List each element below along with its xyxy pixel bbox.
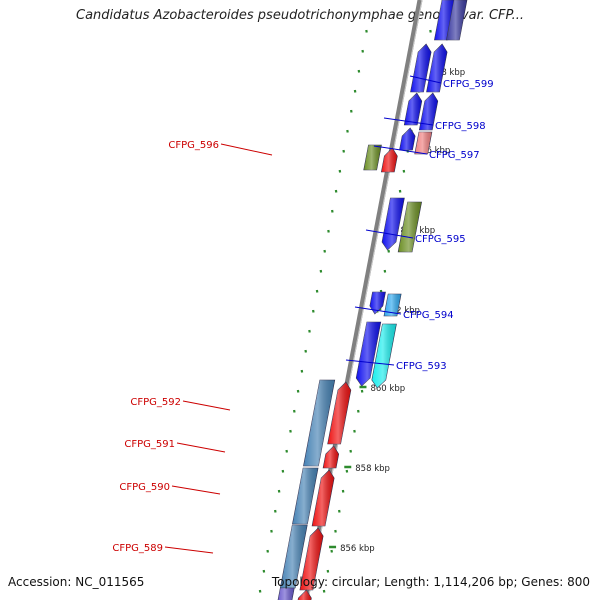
gene-bar-cfpg-596b — [380, 147, 398, 173]
scale-label: 858 kbp — [355, 464, 390, 474]
gene-sheen — [327, 382, 351, 444]
gene-sheen — [303, 380, 335, 466]
gene-sheen — [446, 0, 467, 40]
gene-bar-cfpg-593b — [371, 323, 397, 389]
map-title: Candidatus Azobacteroides pseudotrichony… — [76, 8, 524, 23]
gene-bar-cfpg-590a — [292, 467, 319, 525]
gene-sheen — [363, 145, 382, 170]
gene-sheen — [398, 202, 422, 252]
gene-sheen — [383, 294, 402, 316]
gene-bar-cfpg-595a — [381, 197, 405, 251]
gene-sheen — [381, 148, 398, 172]
gene-sheen — [414, 132, 432, 154]
gene-sheen — [312, 470, 335, 526]
gene-label-leader — [345, 359, 395, 366]
gene-bar-cfpg-595b — [397, 201, 422, 253]
scale-label: 864 kbp — [400, 226, 435, 236]
gene-label: CFPG_594 — [403, 310, 454, 321]
gene-bar-cfpg-596a — [363, 144, 382, 171]
accession-text: Accession: NC_011565 — [8, 575, 145, 589]
gene-bar-bottom-b — [297, 589, 312, 600]
gene-sheen — [277, 588, 295, 600]
gene-label: CFPG_597 — [429, 150, 480, 161]
gene-sheen — [382, 198, 405, 250]
gene-label-leader — [220, 143, 273, 156]
gene-bar-cfpg-592a — [303, 379, 336, 467]
gene-bar-cfpg-589a — [279, 524, 308, 589]
gene-label: CFPG_591 — [124, 439, 175, 450]
gene-label: CFPG_592 — [130, 397, 181, 408]
gene-bar-cfpg-589b — [299, 527, 324, 591]
gene-bar-cfpg-591 — [322, 445, 340, 469]
gene-bar-cfpg-597a — [399, 127, 416, 151]
gene-label: CFPG_590 — [119, 482, 170, 493]
gene-bar-bottom-a — [277, 587, 295, 600]
scale-label: 856 kbp — [340, 544, 375, 554]
gene-label-leader — [409, 75, 442, 84]
gene-label-leader — [383, 117, 434, 126]
gene-sheen — [434, 0, 455, 40]
gene-bar-cfpg-593a — [355, 321, 382, 387]
gene-bar-cfpg-597b — [414, 131, 433, 155]
gene-sheen — [298, 590, 312, 600]
scale-label: 860 kbp — [370, 384, 405, 394]
gene-label-leader — [182, 400, 231, 411]
gene-label: CFPG_596 — [168, 140, 219, 151]
gene-bar-cfpg-590b — [311, 469, 335, 527]
gene-label-leader — [164, 546, 214, 554]
gene-label-leader — [373, 145, 428, 155]
gene-bar-cfpg-598a — [403, 92, 423, 126]
gene-label-leader — [176, 442, 226, 453]
gene-sheen — [410, 44, 432, 92]
scale-label: 866 kbp — [416, 146, 451, 156]
gene-bar-top-b — [446, 0, 468, 41]
gene-bar-cfpg-592b — [327, 381, 352, 445]
gene-label-leader — [365, 229, 414, 239]
gene-bar-cfpg-594b — [383, 293, 402, 317]
gene-sheen — [399, 128, 416, 150]
genome-summary-text: Topology: circular; Length: 1,114,206 bp… — [271, 575, 590, 589]
gene-label-leader — [171, 485, 221, 495]
gene-bar-cfpg-598b — [418, 92, 439, 131]
gene-bar-cfpg-599a — [410, 43, 432, 93]
gene-sheen — [299, 528, 324, 590]
gene-label-leader — [354, 306, 402, 315]
outer-ruler-left — [258, 29, 368, 593]
gene-sheen — [292, 468, 319, 524]
gene-sheen — [426, 44, 448, 92]
scale-label: 868 kbp — [431, 68, 466, 78]
gene-sheen — [323, 446, 339, 468]
gene-label: CFPG_599 — [443, 79, 494, 90]
gene-label: CFPG_595 — [415, 234, 466, 245]
gene-sheen — [371, 324, 397, 388]
gene-bar-cfpg-599b — [426, 43, 448, 93]
gene-bar-cfpg-594a — [369, 291, 386, 315]
gene-sheen — [280, 525, 308, 588]
gene-sheen — [369, 292, 386, 314]
gene-label: CFPG_593 — [396, 361, 447, 372]
gene-sheen — [404, 93, 422, 125]
gene-sheen — [356, 322, 381, 386]
gene-sheen — [419, 93, 438, 130]
scale-label: 862 kbp — [385, 306, 420, 316]
gene-label: CFPG_589 — [112, 543, 163, 554]
gene-label: CFPG_598 — [435, 121, 486, 132]
